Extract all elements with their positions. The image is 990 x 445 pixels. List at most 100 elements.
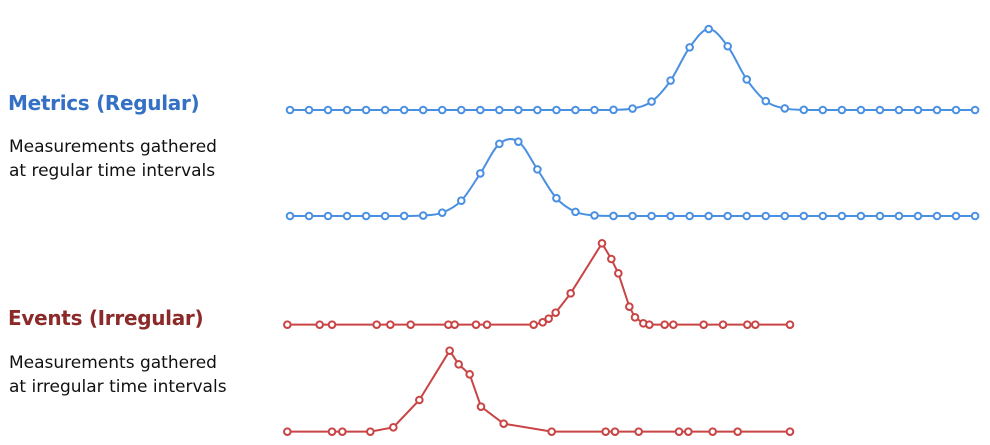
metrics-series-2-point — [552, 193, 561, 203]
metrics-series-1-point — [875, 105, 885, 115]
metrics-series-2-point — [628, 211, 637, 221]
metrics-series-2-point — [380, 211, 390, 221]
metrics-series-2-point — [590, 211, 599, 220]
metrics-series-1-line — [290, 28, 976, 112]
metrics-series-2-point — [875, 211, 885, 221]
metrics-series-1-point — [437, 105, 447, 115]
metrics-series-2-point — [323, 211, 333, 221]
events-series-1-point — [283, 320, 292, 329]
events-series-1-point — [529, 320, 538, 329]
metrics-series-1-point — [685, 43, 694, 52]
metrics-series-2-point — [970, 211, 980, 221]
events-series-2-point — [389, 423, 398, 432]
metrics-series-1-point — [856, 105, 866, 115]
metrics-series-1-point — [418, 105, 428, 115]
events-series-1-point — [450, 320, 459, 329]
metrics-series-1-point — [799, 105, 809, 115]
metrics-series-2-point — [495, 139, 504, 149]
events-series-1-point — [327, 320, 337, 329]
events-series-2-point — [610, 427, 620, 436]
events-series-1-point — [645, 320, 654, 329]
events-series-1-point — [751, 320, 760, 329]
events-series-1-point — [566, 289, 575, 298]
metrics-series-2-point — [932, 211, 942, 221]
events-series-1-point — [607, 254, 616, 264]
events-series-2-point — [465, 370, 474, 379]
metrics-series-1-point — [552, 105, 561, 115]
events-description: Measurements gathered at irregular time … — [9, 353, 227, 397]
metrics-series-1-point — [361, 105, 371, 115]
metrics-series-1-point — [456, 105, 466, 115]
events-series-2-point — [547, 427, 556, 436]
metrics-series-1-point — [285, 105, 295, 115]
metrics-series-2-point — [418, 211, 428, 220]
events-series-2-point — [445, 346, 454, 355]
metrics-series-1-point — [723, 41, 732, 51]
events-series-1-point — [614, 269, 623, 278]
metrics-series-1-point — [970, 105, 980, 115]
events-series-1-point — [482, 320, 492, 329]
events-series-2-point — [684, 427, 693, 436]
metrics-series-2-point — [761, 211, 771, 221]
events-series-2-point — [283, 427, 292, 436]
events-series-1-point — [743, 320, 752, 329]
metrics-series-2-point — [704, 211, 713, 221]
metrics-series-2-line — [289, 138, 976, 218]
metrics-series-2-point — [723, 211, 732, 221]
metrics-series-1-point — [380, 105, 390, 115]
metrics-series-1-point — [704, 24, 713, 34]
metrics-series-2-point — [837, 211, 847, 221]
metrics-series-1-point — [647, 97, 656, 106]
metrics-series-1-point — [590, 105, 599, 115]
events-series-1-point — [544, 314, 553, 323]
metrics-series-2-point — [342, 211, 352, 221]
events-series-1-point — [669, 320, 678, 329]
events-series-2-point — [601, 427, 610, 436]
events-series-2-point — [366, 427, 375, 436]
metrics-series-2-point — [799, 211, 809, 221]
events-series-2-point — [415, 395, 424, 405]
events-series-2-point — [733, 427, 742, 436]
metrics-series-1-point — [894, 105, 904, 115]
metrics-series-2-point — [476, 169, 485, 178]
metrics-series-2-point — [456, 196, 466, 205]
events-series-1-line — [287, 241, 790, 326]
events-series-2-point — [454, 360, 463, 369]
metrics-description: Measurements gathered at regular time in… — [9, 137, 217, 181]
metrics-series-1-point — [571, 105, 580, 115]
events-series-1-point — [625, 302, 634, 311]
events-series-1-point — [551, 308, 560, 317]
metrics-series-2-point — [437, 208, 447, 217]
events-series-2-point — [674, 427, 684, 436]
metrics-series-2-point — [647, 211, 656, 221]
metrics-series-2-point — [609, 211, 618, 221]
metrics-series-2-point — [951, 211, 961, 221]
metrics-series-1-point — [932, 105, 942, 115]
events-series-1-point — [699, 320, 708, 329]
metrics-series-1-point — [761, 96, 771, 106]
metrics-series-2-point — [361, 211, 371, 221]
events-series-2-point — [499, 419, 508, 428]
events-series-2-point — [634, 427, 643, 436]
events-series-2-point — [708, 427, 717, 436]
events-series-1-point — [660, 320, 669, 329]
events-series-1-point — [597, 239, 607, 248]
metrics-series-1-point — [780, 104, 790, 113]
metrics-series-1-point — [951, 105, 961, 115]
metrics-series-1-point — [495, 105, 504, 115]
events-title: Events (Irregular) — [8, 306, 204, 330]
metrics-series-1-point — [514, 105, 523, 115]
metrics-series-2-point — [571, 207, 580, 217]
events-series-2-point — [338, 427, 347, 436]
events-series-1-point — [785, 320, 795, 329]
metrics-series-2-point — [685, 211, 694, 221]
events-series-1-point — [538, 318, 547, 327]
metrics-series-2-point — [304, 211, 314, 221]
metrics-series-2-point — [514, 137, 523, 146]
metrics-series-1-point — [399, 105, 409, 115]
events-series-1-point — [630, 313, 640, 322]
events-series-2-point — [327, 427, 337, 436]
events-series-1-point — [718, 320, 728, 329]
metrics-series-1-point — [533, 105, 542, 115]
